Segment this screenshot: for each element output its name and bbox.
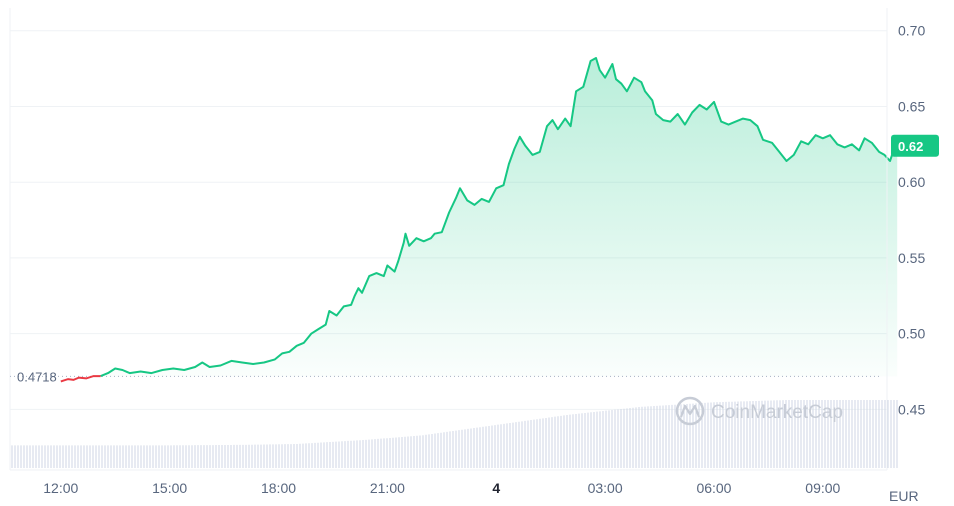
watermark: CoinMarketCap bbox=[675, 396, 843, 426]
y-tick-label: 0.45 bbox=[898, 401, 925, 417]
current-price-text: 0.62 bbox=[898, 139, 923, 154]
currency-label: EUR bbox=[889, 488, 919, 504]
coinmarketcap-logo-mark bbox=[679, 404, 701, 418]
y-tick-label: 0.55 bbox=[898, 250, 925, 266]
x-tick-label: 21:00 bbox=[370, 480, 405, 496]
y-tick-label: 0.70 bbox=[898, 23, 925, 39]
current-price-badge: 0.62 bbox=[891, 134, 939, 157]
x-tick-label: 03:00 bbox=[588, 480, 623, 496]
x-tick-label: 18:00 bbox=[261, 480, 296, 496]
x-tick-label: 09:00 bbox=[805, 480, 840, 496]
price-line-up bbox=[100, 57, 898, 378]
start-price-label: 0.4718 bbox=[17, 369, 57, 384]
x-tick-label: 12:00 bbox=[43, 480, 78, 496]
volume-bars bbox=[11, 400, 898, 468]
coinmarketcap-logo-icon bbox=[675, 396, 705, 426]
x-axis-ticks: 12:00 15:00 18:00 21:00 4 03:00 06:00 09:00 bbox=[43, 480, 840, 496]
y-tick-label: 0.50 bbox=[898, 326, 925, 342]
x-tick-label: 06:00 bbox=[696, 480, 731, 496]
y-axis-ticks: 0.70 0.65 0.60 0.55 0.50 0.45 bbox=[898, 23, 925, 418]
current-price-badge-bg bbox=[891, 134, 939, 157]
y-tick-label: 0.65 bbox=[898, 98, 925, 114]
x-tick-label: 15:00 bbox=[152, 480, 187, 496]
price-line-down bbox=[60, 375, 101, 383]
price-area-fill bbox=[60, 58, 898, 377]
y-tick-label: 0.60 bbox=[898, 174, 925, 190]
x-tick-label: 4 bbox=[492, 480, 500, 496]
watermark-text: CoinMarketCap bbox=[711, 402, 843, 423]
